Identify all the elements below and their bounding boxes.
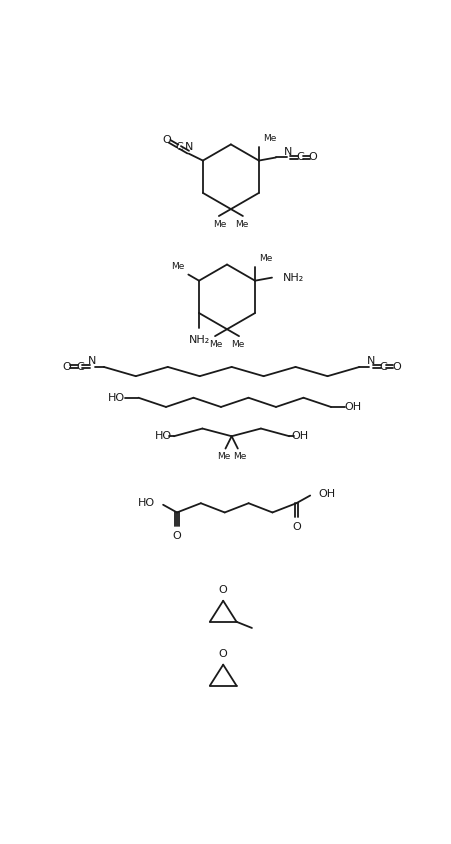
Text: N: N (366, 356, 374, 366)
Text: N: N (283, 147, 292, 157)
Text: C: C (296, 153, 304, 163)
Text: O: O (291, 522, 300, 532)
Text: Me: Me (262, 134, 276, 143)
Text: Me: Me (230, 340, 244, 349)
Text: O: O (391, 362, 400, 372)
Text: C: C (379, 362, 387, 372)
Text: Me: Me (258, 254, 272, 263)
Text: Me: Me (213, 219, 226, 229)
Text: NH₂: NH₂ (282, 273, 304, 283)
Text: HO: HO (108, 392, 125, 403)
Text: Me: Me (232, 452, 245, 462)
Text: Me: Me (170, 262, 184, 271)
Text: O: O (162, 135, 171, 145)
Text: C: C (76, 362, 83, 372)
Text: OH: OH (291, 431, 308, 441)
Text: Me: Me (209, 340, 222, 349)
Text: NH₂: NH₂ (188, 334, 209, 344)
Text: O: O (218, 586, 227, 595)
Text: O: O (308, 153, 317, 163)
Text: N: N (88, 356, 96, 366)
Text: N: N (185, 142, 193, 152)
Text: C: C (175, 142, 182, 152)
Text: HO: HO (154, 431, 171, 441)
Text: Me: Me (235, 219, 248, 229)
Text: O: O (218, 649, 227, 659)
Text: OH: OH (343, 402, 360, 412)
Text: O: O (172, 531, 181, 541)
Text: Me: Me (217, 452, 230, 462)
Text: O: O (62, 362, 71, 372)
Text: OH: OH (317, 489, 334, 499)
Text: HO: HO (138, 498, 155, 508)
